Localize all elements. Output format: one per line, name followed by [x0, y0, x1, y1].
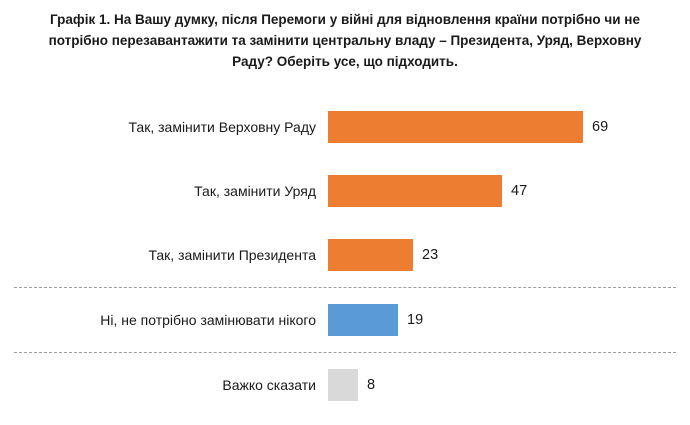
category-label: Так, замінити Президента — [148, 246, 316, 263]
dashed-separator — [14, 351, 676, 353]
chart-rows: Так, замінити Верховну Раду 69 Так, заміни… — [0, 95, 690, 417]
chart-row: Важко сказати 8 — [0, 353, 690, 417]
chart-row: Так, замінити Уряд 47 — [0, 159, 690, 223]
category-label: Так, замінити Верховну Раду — [128, 118, 317, 135]
bar — [328, 368, 358, 401]
value-label: 47 — [511, 182, 528, 199]
bar — [328, 303, 398, 336]
chart-row: Ні, не потрібно замінювати нікого 19 — [0, 288, 690, 352]
bar — [328, 174, 502, 207]
value-label: 19 — [407, 311, 424, 328]
category-label: Ні, не потрібно замінювати нікого — [100, 311, 316, 328]
bar — [328, 110, 583, 143]
value-label: 69 — [592, 118, 609, 135]
bar — [328, 238, 413, 271]
value-label: 23 — [422, 246, 439, 263]
category-label: Важко сказати — [222, 376, 316, 393]
value-label: 8 — [367, 376, 376, 393]
chart-title: Графік 1. На Вашу думку, після Перемоги … — [48, 12, 642, 69]
category-label: Так, замінити Уряд — [194, 182, 316, 199]
chart-row: Так, замінити Президента 23 — [0, 223, 690, 287]
dashed-separator — [14, 286, 676, 288]
chart-row: Так, замінити Верховну Раду 69 — [0, 95, 690, 159]
